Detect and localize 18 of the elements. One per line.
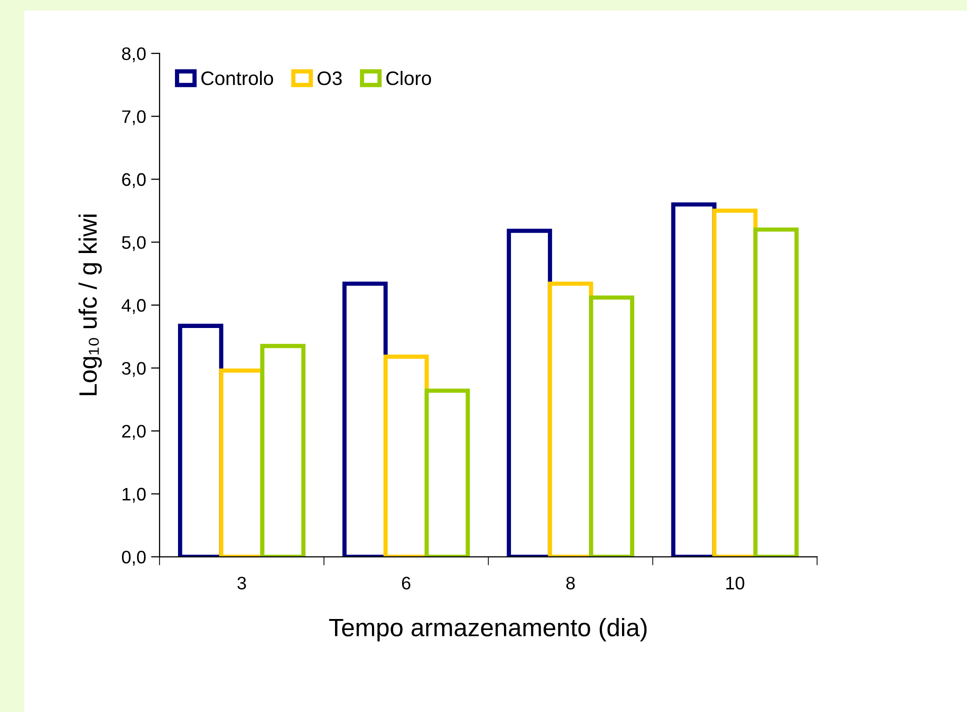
x-tick-label: 3	[237, 576, 246, 590]
y-tick-label: 3,0	[122, 362, 146, 377]
y-tick-label: 8,0	[122, 47, 146, 62]
y-tick-label: 0,0	[122, 550, 146, 566]
y-tick-label: 4,0	[122, 299, 146, 314]
legend-label: Controlo	[201, 70, 274, 86]
y-tick-label: 2,0	[122, 424, 146, 440]
y-tick-label: 5,0	[122, 236, 146, 252]
y-tick-label: 7,0	[122, 110, 146, 126]
x-tick-label: 6	[402, 576, 410, 590]
x-tick-label: 8	[566, 576, 575, 590]
x-tick-label: 10	[726, 576, 744, 590]
y-tick-label: 6,0	[122, 173, 146, 188]
legend-label: Cloro	[386, 70, 432, 86]
y-axis-title: Log₁₀ ufc / g kiwi	[78, 214, 102, 396]
y-tick-label: 1,0	[122, 488, 146, 503]
x-axis-title: Tempo armazenamento (dia)	[329, 618, 647, 642]
legend-label: O3	[318, 71, 342, 86]
